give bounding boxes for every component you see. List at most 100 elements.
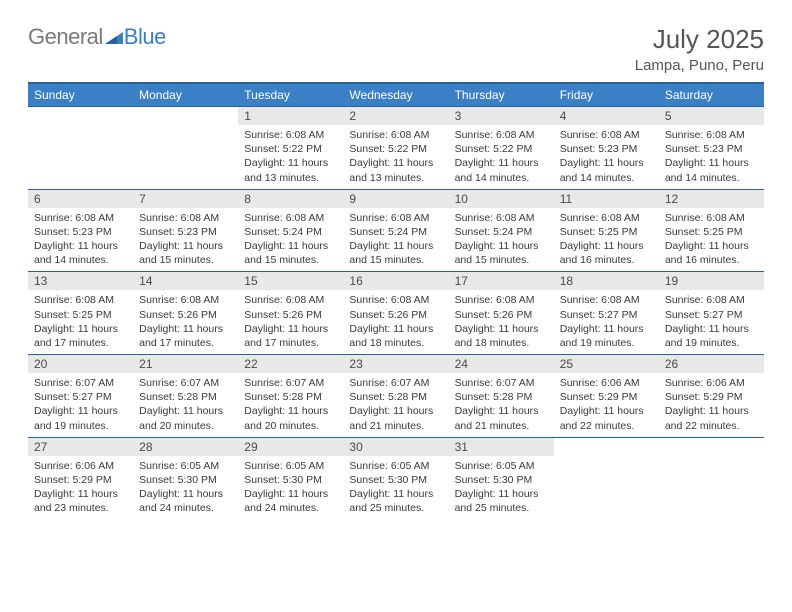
day-sunrise: Sunrise: 6:05 AM <box>139 459 232 473</box>
day-sunset: Sunset: 5:23 PM <box>560 142 653 156</box>
day-number: 31 <box>449 438 554 456</box>
day-sunset: Sunset: 5:22 PM <box>349 142 442 156</box>
day-daylight1: Daylight: 11 hours <box>560 239 653 253</box>
day-number: 24 <box>449 355 554 373</box>
calendar-day-cell: 4Sunrise: 6:08 AMSunset: 5:23 PMDaylight… <box>554 107 659 190</box>
day-daylight2: and 15 minutes. <box>455 253 548 267</box>
calendar-week-row: 6Sunrise: 6:08 AMSunset: 5:23 PMDaylight… <box>28 189 764 272</box>
day-daylight1: Daylight: 11 hours <box>665 322 758 336</box>
day-daylight1: Daylight: 11 hours <box>139 487 232 501</box>
day-daylight1: Daylight: 11 hours <box>455 487 548 501</box>
calendar-day-cell: 30Sunrise: 6:05 AMSunset: 5:30 PMDayligh… <box>343 437 448 519</box>
calendar-day-cell: 20Sunrise: 6:07 AMSunset: 5:27 PMDayligh… <box>28 355 133 438</box>
day-number: 2 <box>343 107 448 125</box>
day-sunset: Sunset: 5:28 PM <box>455 390 548 404</box>
day-number: 27 <box>28 438 133 456</box>
brand-word-2: Blue <box>124 24 166 50</box>
calendar-week-row: 20Sunrise: 6:07 AMSunset: 5:27 PMDayligh… <box>28 355 764 438</box>
day-number: 21 <box>133 355 238 373</box>
day-daylight1: Daylight: 11 hours <box>349 239 442 253</box>
day-daylight2: and 13 minutes. <box>349 171 442 185</box>
day-data: Sunrise: 6:08 AMSunset: 5:25 PMDaylight:… <box>554 208 659 272</box>
day-daylight2: and 14 minutes. <box>560 171 653 185</box>
calendar-day-cell: 17Sunrise: 6:08 AMSunset: 5:26 PMDayligh… <box>449 272 554 355</box>
calendar-day-cell: 5Sunrise: 6:08 AMSunset: 5:23 PMDaylight… <box>659 107 764 190</box>
calendar-day-cell <box>659 437 764 519</box>
day-sunset: Sunset: 5:29 PM <box>560 390 653 404</box>
day-data: Sunrise: 6:06 AMSunset: 5:29 PMDaylight:… <box>659 373 764 437</box>
day-sunrise: Sunrise: 6:08 AM <box>34 211 127 225</box>
day-data: Sunrise: 6:08 AMSunset: 5:26 PMDaylight:… <box>449 290 554 354</box>
day-number: 26 <box>659 355 764 373</box>
day-number: 18 <box>554 272 659 290</box>
calendar-day-cell: 31Sunrise: 6:05 AMSunset: 5:30 PMDayligh… <box>449 437 554 519</box>
day-sunset: Sunset: 5:24 PM <box>349 225 442 239</box>
day-sunset: Sunset: 5:30 PM <box>349 473 442 487</box>
weekday-header: Thursday <box>449 83 554 107</box>
calendar-day-cell: 3Sunrise: 6:08 AMSunset: 5:22 PMDaylight… <box>449 107 554 190</box>
day-sunrise: Sunrise: 6:08 AM <box>560 211 653 225</box>
day-sunrise: Sunrise: 6:05 AM <box>349 459 442 473</box>
day-daylight2: and 25 minutes. <box>455 501 548 515</box>
day-daylight1: Daylight: 11 hours <box>139 404 232 418</box>
brand-word-1: General <box>28 24 103 50</box>
day-number: 28 <box>133 438 238 456</box>
weekday-header-row: SundayMondayTuesdayWednesdayThursdayFrid… <box>28 83 764 107</box>
day-number: 25 <box>554 355 659 373</box>
day-data: Sunrise: 6:07 AMSunset: 5:28 PMDaylight:… <box>133 373 238 437</box>
day-daylight2: and 23 minutes. <box>34 501 127 515</box>
day-daylight2: and 14 minutes. <box>34 253 127 267</box>
calendar-day-cell: 14Sunrise: 6:08 AMSunset: 5:26 PMDayligh… <box>133 272 238 355</box>
day-sunrise: Sunrise: 6:08 AM <box>455 293 548 307</box>
day-daylight1: Daylight: 11 hours <box>349 487 442 501</box>
day-daylight1: Daylight: 11 hours <box>34 239 127 253</box>
calendar-table: SundayMondayTuesdayWednesdayThursdayFrid… <box>28 82 764 519</box>
calendar-day-cell: 21Sunrise: 6:07 AMSunset: 5:28 PMDayligh… <box>133 355 238 438</box>
day-data: Sunrise: 6:08 AMSunset: 5:24 PMDaylight:… <box>343 208 448 272</box>
calendar-day-cell: 29Sunrise: 6:05 AMSunset: 5:30 PMDayligh… <box>238 437 343 519</box>
day-daylight2: and 15 minutes. <box>349 253 442 267</box>
day-daylight2: and 14 minutes. <box>665 171 758 185</box>
day-sunset: Sunset: 5:29 PM <box>34 473 127 487</box>
day-daylight2: and 17 minutes. <box>244 336 337 350</box>
day-daylight2: and 21 minutes. <box>455 419 548 433</box>
day-data: Sunrise: 6:08 AMSunset: 5:26 PMDaylight:… <box>133 290 238 354</box>
day-number: 14 <box>133 272 238 290</box>
day-daylight1: Daylight: 11 hours <box>34 322 127 336</box>
day-daylight2: and 13 minutes. <box>244 171 337 185</box>
day-data: Sunrise: 6:08 AMSunset: 5:27 PMDaylight:… <box>659 290 764 354</box>
calendar-day-cell: 11Sunrise: 6:08 AMSunset: 5:25 PMDayligh… <box>554 189 659 272</box>
day-daylight1: Daylight: 11 hours <box>244 322 337 336</box>
day-number: 10 <box>449 190 554 208</box>
day-daylight2: and 20 minutes. <box>139 419 232 433</box>
calendar-day-cell: 12Sunrise: 6:08 AMSunset: 5:25 PMDayligh… <box>659 189 764 272</box>
day-daylight2: and 15 minutes. <box>244 253 337 267</box>
day-sunset: Sunset: 5:22 PM <box>244 142 337 156</box>
day-daylight2: and 22 minutes. <box>560 419 653 433</box>
day-daylight1: Daylight: 11 hours <box>560 404 653 418</box>
day-sunset: Sunset: 5:22 PM <box>455 142 548 156</box>
day-number: 20 <box>28 355 133 373</box>
calendar-day-cell: 2Sunrise: 6:08 AMSunset: 5:22 PMDaylight… <box>343 107 448 190</box>
day-sunset: Sunset: 5:27 PM <box>560 308 653 322</box>
location: Lampa, Puno, Peru <box>635 57 764 74</box>
day-daylight2: and 24 minutes. <box>244 501 337 515</box>
day-daylight2: and 17 minutes. <box>139 336 232 350</box>
day-sunset: Sunset: 5:24 PM <box>244 225 337 239</box>
calendar-day-cell: 1Sunrise: 6:08 AMSunset: 5:22 PMDaylight… <box>238 107 343 190</box>
day-number: 15 <box>238 272 343 290</box>
calendar-day-cell: 28Sunrise: 6:05 AMSunset: 5:30 PMDayligh… <box>133 437 238 519</box>
day-sunset: Sunset: 5:25 PM <box>34 308 127 322</box>
day-data: Sunrise: 6:07 AMSunset: 5:28 PMDaylight:… <box>343 373 448 437</box>
day-sunrise: Sunrise: 6:08 AM <box>349 211 442 225</box>
day-sunrise: Sunrise: 6:08 AM <box>665 128 758 142</box>
day-daylight2: and 25 minutes. <box>349 501 442 515</box>
day-sunrise: Sunrise: 6:08 AM <box>349 128 442 142</box>
calendar-week-row: 1Sunrise: 6:08 AMSunset: 5:22 PMDaylight… <box>28 107 764 190</box>
day-sunset: Sunset: 5:24 PM <box>455 225 548 239</box>
day-sunrise: Sunrise: 6:08 AM <box>560 293 653 307</box>
day-number: 22 <box>238 355 343 373</box>
calendar-day-cell: 19Sunrise: 6:08 AMSunset: 5:27 PMDayligh… <box>659 272 764 355</box>
day-sunrise: Sunrise: 6:08 AM <box>244 293 337 307</box>
day-sunset: Sunset: 5:23 PM <box>665 142 758 156</box>
